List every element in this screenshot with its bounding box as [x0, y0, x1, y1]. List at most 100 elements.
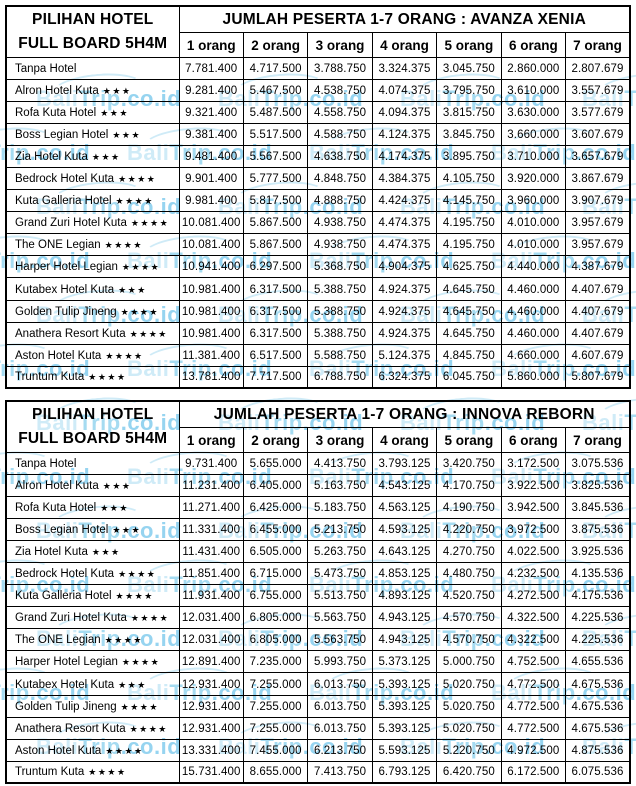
hotel-star-rating: ★★★	[102, 86, 132, 97]
table-corner-header: PILIHAN HOTEL FULL BOARD 5H4M	[5, 5, 180, 58]
hotel-name-cell: Truntum Kuta ★★★★	[5, 760, 180, 784]
price-cell: 4.195.750	[436, 233, 502, 257]
hotel-star-rating: ★★★★	[88, 372, 127, 383]
hotel-name-cell: Alron Hotel Kuta ★★★	[5, 79, 180, 103]
price-cell: 4.638.750	[307, 145, 373, 169]
price-cell: 3.660.000	[500, 123, 567, 147]
hotel-name: Zia Hotel Kuta	[15, 546, 88, 559]
price-cell: 4.875.536	[565, 738, 631, 762]
price-cell: 4.543.125	[371, 474, 438, 498]
hotel-star-rating: ★★★	[112, 525, 142, 536]
hotel-name-cell: Rofa Kuta Hotel ★★★	[5, 101, 180, 125]
price-cell: 4.387.679	[565, 255, 631, 279]
price-cell: 4.772.500	[500, 672, 567, 696]
price-cell: 5.593.125	[371, 738, 438, 762]
price-cell: 4.625.750	[436, 255, 502, 279]
price-cell: 3.710.000	[500, 145, 567, 169]
price-cell: 4.384.375	[371, 167, 438, 191]
price-cell: 4.105.750	[436, 167, 502, 191]
price-cell: 4.124.375	[371, 123, 438, 147]
price-cell: 12.931.400	[178, 672, 244, 696]
price-cell: 6.013.750	[307, 694, 373, 718]
price-cell: 4.170.750	[436, 474, 502, 498]
hotel-name-cell: The ONE Legian ★★★★	[5, 233, 180, 257]
hotel-star-rating: ★★★★	[130, 613, 170, 624]
price-cell: 6.317.500	[242, 299, 309, 323]
table-row: Kuta Galleria Hotel ★★★★ 9.981.400 5.817.50…	[5, 189, 631, 213]
price-cell: 4.570.750	[436, 606, 502, 630]
hotel-name-cell: Bedrock Hotel Kuta ★★★★	[5, 167, 180, 191]
hotel-name: Zia Hotel Kuta	[15, 151, 88, 164]
price-cell: 6.715.000	[242, 562, 309, 586]
price-cell: 10.941.400	[178, 255, 244, 279]
price-cell: 4.645.750	[436, 277, 502, 301]
price-cell: 4.588.750	[307, 123, 373, 147]
hotel-name-cell: Zia Hotel Kuta ★★★	[5, 540, 180, 564]
table-row: Boss Legian Hotel ★★★ 9.381.400 5.517.500 4.…	[5, 123, 631, 147]
price-cell: 5.473.750	[307, 562, 373, 586]
price-cell: 6.045.750	[436, 365, 502, 389]
price-cell: 6.788.750	[307, 365, 373, 389]
price-cell: 4.752.500	[500, 650, 567, 674]
hotel-star-rating: ★★★	[102, 481, 132, 492]
price-cell: 5.388.750	[307, 277, 373, 301]
hotel-name: Anathera Resort Kuta	[15, 722, 126, 735]
price-cell: 7.255.000	[242, 694, 309, 718]
hotel-name-cell: Grand Zuri Hotel Kuta ★★★★	[5, 606, 180, 630]
hotel-name-cell: Grand Zuri Hotel Kuta ★★★★	[5, 211, 180, 235]
price-cell: 4.924.375	[371, 321, 438, 345]
column-header: 1 orang	[178, 427, 244, 453]
price-cell: 3.793.125	[371, 451, 438, 476]
price-cell: 6.013.750	[307, 716, 373, 740]
hotel-star-rating: ★★★★	[105, 745, 144, 756]
hotel-name-cell: Kuta Galleria Hotel ★★★★	[5, 584, 180, 608]
price-cell: 4.474.375	[371, 233, 438, 257]
column-header: 4 orang	[371, 427, 438, 453]
price-cell: 3.960.000	[500, 189, 567, 213]
price-cell: 5.567.500	[242, 145, 309, 169]
table-title: JUMLAH PESERTA 1-7 ORANG : INNOVA REBORN	[178, 400, 631, 428]
hotel-star-rating: ★★★	[118, 284, 147, 295]
price-cell: 9.481.400	[178, 145, 244, 169]
price-cell: 4.643.125	[371, 540, 438, 564]
hotel-name-cell: Boss Legian Hotel ★★★	[5, 518, 180, 542]
hotel-name: Kuta Galleria Hotel	[15, 590, 112, 603]
price-cell: 4.520.750	[436, 584, 502, 608]
hotel-star-rating: ★★★★	[130, 218, 170, 229]
hotel-name-cell: The ONE Legian ★★★★	[5, 628, 180, 652]
price-cell: 6.213.750	[307, 738, 373, 762]
hotel-name: Harper Hotel Legian	[15, 656, 118, 669]
price-cell: 4.010.000	[500, 233, 567, 257]
price-cell: 4.460.000	[500, 299, 567, 323]
price-cell: 11.431.400	[178, 540, 244, 564]
table-row: Anathera Resort Kuta ★★★★ 12.931.400 7.255.…	[5, 716, 631, 740]
hotel-name-cell: Anathera Resort Kuta ★★★★	[5, 716, 180, 740]
hotel-star-rating: ★★★★	[121, 262, 161, 273]
price-cell: 4.675.536	[565, 716, 631, 740]
hotel-star-rating: ★★★★	[129, 723, 168, 734]
hotel-name: Harper Hotel Legian	[15, 261, 118, 274]
price-cell: 4.924.375	[371, 277, 438, 301]
price-cell: 5.588.750	[307, 343, 373, 367]
table-row: Zia Hotel Kuta ★★★ 9.481.400 5.567.500 4.638…	[5, 145, 631, 169]
price-cell: 11.381.400	[178, 343, 244, 367]
price-cell: 3.420.750	[436, 451, 502, 476]
table-title: JUMLAH PESERTA 1-7 ORANG : AVANZA XENIA	[178, 5, 631, 33]
price-cell: 3.557.679	[565, 79, 631, 103]
hotel-name: Tanpa Hotel	[15, 458, 77, 471]
corner-header-line2: FULL BOARD 5H4M	[18, 430, 168, 447]
hotel-star-rating: ★★★★	[104, 240, 143, 251]
table-corner-header: PILIHAN HOTEL FULL BOARD 5H4M	[5, 400, 180, 453]
table-row: Golden Tulip Jineng ★★★★ 10.981.400 6.317.5…	[5, 299, 631, 323]
table-row: Golden Tulip Jineng ★★★★ 12.931.400 7.255.0…	[5, 694, 631, 718]
column-header: 5 orang	[436, 427, 502, 453]
hotel-name-cell: Golden Tulip Jineng ★★★★	[5, 299, 180, 323]
column-header: 3 orang	[307, 427, 373, 453]
price-cell: 3.815.750	[436, 101, 502, 125]
price-cell: 3.795.750	[436, 79, 502, 103]
price-cell: 7.235.000	[242, 650, 309, 674]
price-cell: 6.505.000	[242, 540, 309, 564]
price-cell: 4.558.750	[307, 101, 373, 125]
table-header: PILIHAN HOTEL FULL BOARD 5H4M JUMLAH PES…	[5, 400, 631, 453]
